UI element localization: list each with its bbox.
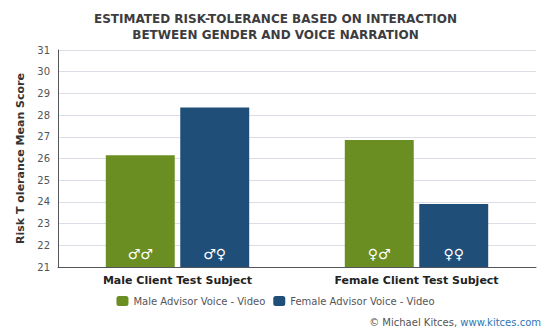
svg-text:24: 24 bbox=[37, 196, 50, 207]
svg-text:♀♂: ♀♂ bbox=[368, 246, 391, 262]
svg-text:ESTIMATED RISK-TOLERANCE BASED: ESTIMATED RISK-TOLERANCE BASED ON INTERA… bbox=[94, 12, 457, 26]
svg-text:23: 23 bbox=[37, 218, 50, 229]
svg-text:30: 30 bbox=[37, 66, 50, 77]
svg-text:31: 31 bbox=[37, 45, 50, 56]
svg-text:27: 27 bbox=[37, 131, 50, 142]
svg-text:29: 29 bbox=[37, 88, 50, 99]
svg-text:Female Client Test Subject: Female Client Test Subject bbox=[334, 274, 498, 287]
svg-text:Male Client Test Subject: Male Client Test Subject bbox=[103, 274, 252, 287]
svg-text:26: 26 bbox=[37, 153, 50, 164]
svg-text:28: 28 bbox=[37, 110, 50, 121]
svg-text:♀♀: ♀♀ bbox=[443, 246, 464, 262]
svg-text:www.kitces.com: www.kitces.com bbox=[460, 317, 541, 328]
svg-text:25: 25 bbox=[37, 175, 50, 186]
svg-text:© Michael Kitces,: © Michael Kitces, bbox=[369, 317, 457, 328]
svg-text:♂♂: ♂♂ bbox=[128, 246, 153, 262]
svg-text:21: 21 bbox=[37, 262, 50, 273]
svg-text:♂♀: ♂♀ bbox=[203, 246, 226, 262]
svg-text:22: 22 bbox=[37, 240, 50, 251]
svg-text:Female Advisor Voice - Video: Female Advisor Voice - Video bbox=[290, 296, 434, 307]
svg-text:BETWEEN GENDER AND VOICE NARRA: BETWEEN GENDER AND VOICE NARRATION bbox=[132, 28, 419, 42]
svg-text:Male Advisor Voice - Video: Male Advisor Voice - Video bbox=[133, 296, 265, 307]
svg-text:Risk T olerance Mean Score: Risk T olerance Mean Score bbox=[14, 73, 27, 244]
